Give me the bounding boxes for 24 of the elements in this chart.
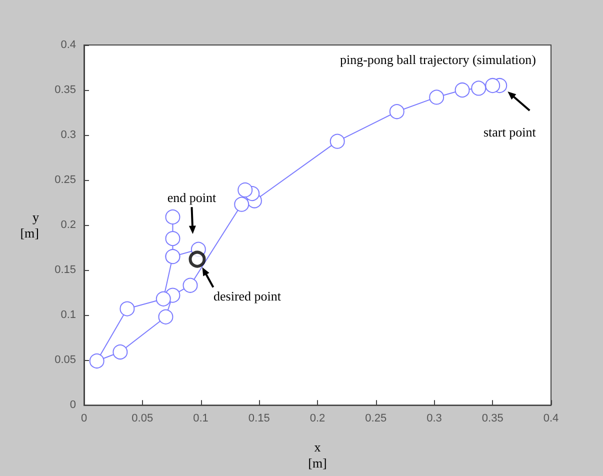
- y-tick-label: 0.3: [60, 129, 76, 142]
- x-tick-label: 0.2: [310, 412, 326, 425]
- text: ping-pong ball trajectory (simulation): [340, 52, 536, 67]
- y-tick-label: 0.2: [60, 219, 76, 232]
- x-tick-label: 0.35: [482, 412, 504, 425]
- annotation: desired point: [213, 288, 282, 304]
- y-tick-label: 0.05: [54, 354, 76, 366]
- x-axis-title: x [m]: [308, 440, 327, 470]
- x-tick-label: 0.1: [193, 412, 208, 425]
- x-tick-label: 0.05: [132, 412, 154, 425]
- y-tick-label: 0.4: [60, 39, 76, 51]
- y-tick-label: 0.35: [54, 84, 76, 96]
- x-tick-label: 0.15: [248, 412, 270, 425]
- x-tick-label: 0.3: [426, 412, 442, 425]
- x-tick-label: 0: [80, 412, 88, 425]
- y-tick-label: 0.15: [54, 264, 76, 276]
- x-tick-label: 0.25: [365, 412, 387, 425]
- x-tick-label: 0.4: [543, 412, 559, 425]
- y-axis-title: y [m]: [20, 210, 40, 241]
- y-tick-label: 0.1: [60, 309, 76, 322]
- y-tick-label: 0.25: [54, 174, 76, 186]
- y-tick-label: 0: [70, 399, 76, 412]
- annotation: end point: [167, 190, 216, 206]
- annotation: start point: [483, 124, 536, 140]
